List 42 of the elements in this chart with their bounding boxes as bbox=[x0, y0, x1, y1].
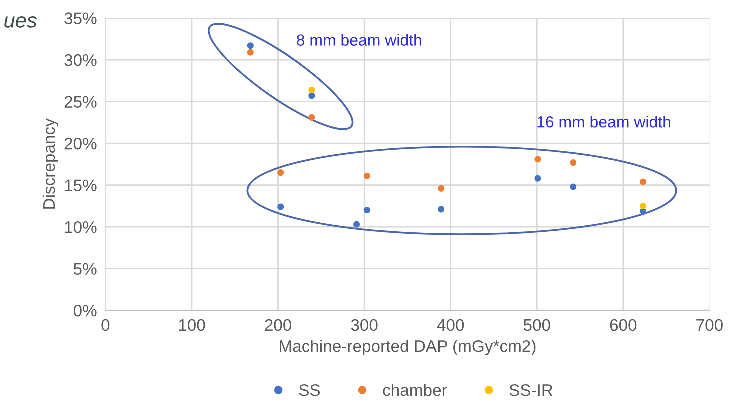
x-tick-label: 600 bbox=[610, 319, 637, 332]
x-tick-label: 400 bbox=[437, 319, 464, 332]
point bbox=[354, 221, 360, 228]
point bbox=[570, 160, 577, 166]
point bbox=[438, 185, 445, 192]
point bbox=[278, 170, 284, 176]
x-tick-label: 200 bbox=[265, 319, 292, 332]
point bbox=[640, 202, 647, 210]
y-axis-title: Discrepancy bbox=[42, 118, 58, 209]
x-axis-title: Machine-reported DAP (mGy*cm2) bbox=[280, 340, 536, 356]
point bbox=[308, 86, 316, 94]
point bbox=[247, 49, 254, 56]
y-tick-label: 35% bbox=[64, 12, 97, 24]
point bbox=[570, 184, 577, 190]
y-tick-label: 20% bbox=[64, 138, 97, 150]
annotation: 16 mm beam width bbox=[538, 116, 670, 128]
y-tick-label: 10% bbox=[65, 221, 97, 234]
x-tick-label: 0 bbox=[102, 319, 110, 332]
text: ues bbox=[4, 16, 37, 28]
y-tick-label: 30% bbox=[64, 54, 97, 66]
y-tick-label: 0% bbox=[74, 304, 97, 317]
point bbox=[364, 172, 370, 180]
point bbox=[308, 114, 316, 121]
y-tick-label: 15% bbox=[65, 180, 97, 192]
point bbox=[364, 207, 370, 214]
x-tick-label: 700 bbox=[696, 319, 723, 332]
y-tick-label: 5% bbox=[74, 263, 97, 276]
point bbox=[640, 178, 647, 186]
legend-label: chamber bbox=[383, 384, 448, 396]
point bbox=[534, 175, 542, 182]
point bbox=[308, 92, 316, 100]
legend-label: SS-IR bbox=[510, 384, 553, 396]
annotation: 8 mm beam width bbox=[297, 34, 422, 46]
point bbox=[247, 42, 254, 50]
x-tick-label: 100 bbox=[179, 319, 206, 332]
y-tick-label: 25% bbox=[64, 96, 97, 108]
x-tick-label: 500 bbox=[524, 319, 550, 332]
point bbox=[438, 206, 445, 213]
legend-label: SS bbox=[299, 384, 320, 396]
point bbox=[278, 204, 284, 210]
x-tick-label: 300 bbox=[351, 319, 378, 332]
point bbox=[534, 156, 542, 163]
